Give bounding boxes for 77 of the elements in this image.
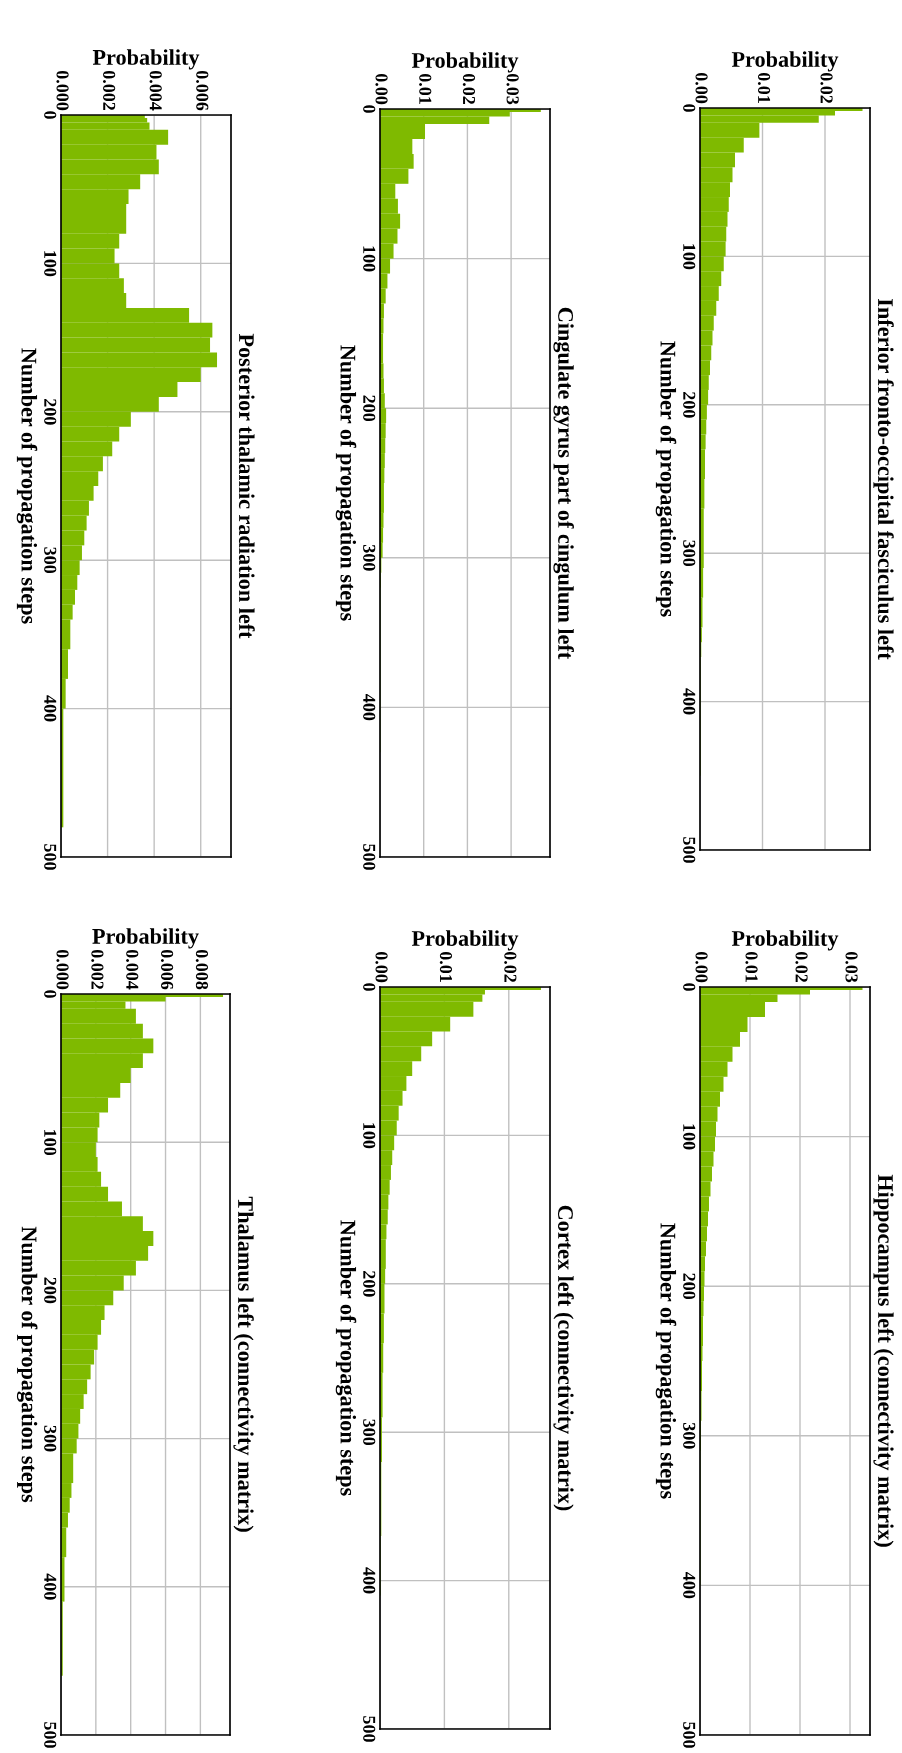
x-tick-label: 0.00: [375, 951, 388, 983]
y-tick-label: 400: [363, 1567, 376, 1594]
x-tick-label: 0.01: [757, 72, 771, 103]
y-tick-label: 500: [363, 844, 376, 870]
y-tick-label: 100: [683, 1124, 696, 1150]
y-tick-label: 300: [44, 1425, 57, 1452]
y-axis-title: Number of propagation steps: [335, 1220, 357, 1496]
y-tick-label: 100: [363, 246, 376, 272]
text: Cortex left (connectivity matrix): [553, 1205, 574, 1511]
x-tick-label: 0.01: [439, 951, 453, 982]
x-tick-label: 0.004: [149, 70, 162, 111]
y-tick-label: 300: [363, 1419, 376, 1446]
x-tick-label: 0.000: [56, 949, 69, 990]
text: Posterior thalamic radiation left: [238, 333, 255, 639]
y-tick-label: 0: [683, 104, 696, 112]
y-axis-title: Number of propagation steps: [16, 1226, 38, 1503]
y-tick-label: 500: [44, 1722, 57, 1748]
x-tick-label: 0.00: [375, 73, 388, 105]
y-tick-label: 200: [683, 392, 696, 418]
y-tick-label: 300: [683, 1422, 696, 1449]
text: Cingulate gyrus part of cingulum left: [553, 307, 574, 660]
y-axis-title: Number of propagation steps: [655, 1223, 677, 1499]
x-tick-label: 0.000: [56, 70, 69, 111]
y-tick-label: 400: [683, 1572, 696, 1599]
x-tick-label: 0.008: [195, 949, 209, 990]
x-tick-label: 0.02: [504, 951, 517, 983]
y-tick-label: 0: [363, 983, 376, 991]
x-tick-label: 0.006: [196, 70, 209, 111]
x-tick-label: 0.002: [102, 70, 116, 111]
x-tick-label: 0.02: [820, 72, 833, 104]
y-tick-label: 200: [44, 1277, 57, 1304]
y-tick-label: 100: [44, 251, 57, 277]
y-tick-label: 200: [683, 1273, 696, 1300]
text: Hippocampus left (connectivity matrix): [873, 1174, 894, 1547]
y-tick-label: 400: [683, 688, 696, 715]
y-tick-label: 100: [363, 1123, 376, 1149]
x-tick-label: 0.00: [695, 951, 708, 983]
y-tick-label: 0: [44, 990, 57, 998]
x-tick-label: 0.00: [695, 72, 708, 104]
y-tick-label: 0: [44, 111, 57, 119]
y-tick-label: 300: [363, 544, 376, 571]
x-tick-label: 0.004: [126, 949, 139, 990]
y-tick-label: 400: [44, 1573, 57, 1600]
y-tick-label: 100: [44, 1130, 57, 1156]
y-tick-label: 100: [683, 244, 696, 270]
x-axis-title: Probability: [731, 930, 839, 951]
text: Inferior fronto-occipital fasciculus left: [873, 299, 894, 660]
y-tick-label: 500: [683, 1722, 696, 1748]
x-axis-title: Probability: [731, 51, 839, 72]
y-tick-label: 200: [44, 399, 57, 425]
y-tick-label: 0: [363, 105, 376, 113]
y-tick-label: 0: [683, 983, 696, 991]
x-tick-label: 0.03: [506, 73, 519, 105]
y-tick-label: 200: [363, 1271, 376, 1297]
x-axis-title: Probability: [92, 928, 199, 949]
y-tick-label: 400: [363, 694, 376, 721]
x-tick-label: 0.002: [91, 949, 104, 990]
y-axis-title: Number of propagation steps: [655, 341, 677, 617]
y-tick-label: 300: [44, 547, 57, 574]
x-axis-title: Probability: [411, 930, 519, 951]
x-tick-label: 0.02: [462, 73, 476, 105]
y-tick-label: 300: [683, 540, 696, 567]
x-tick-label: 0.006: [160, 949, 174, 990]
x-axis-title: Probability: [92, 49, 200, 70]
x-tick-label: 0.02: [795, 951, 808, 983]
text: Thalamus left (connectivity matrix): [233, 1196, 254, 1532]
x-axis-title: Probability: [411, 52, 519, 73]
y-tick-label: 500: [44, 844, 57, 870]
y-tick-label: 500: [363, 1716, 376, 1742]
x-tick-label: 0.03: [845, 951, 858, 983]
y-tick-label: 400: [44, 695, 57, 722]
y-tick-label: 200: [363, 395, 376, 422]
y-axis-title: Number of propagation steps: [335, 345, 357, 621]
y-tick-label: 500: [683, 837, 696, 863]
x-tick-label: 0.01: [745, 951, 758, 982]
y-axis-title: Number of propagation steps: [16, 348, 38, 624]
x-tick-label: 0.01: [419, 73, 432, 104]
